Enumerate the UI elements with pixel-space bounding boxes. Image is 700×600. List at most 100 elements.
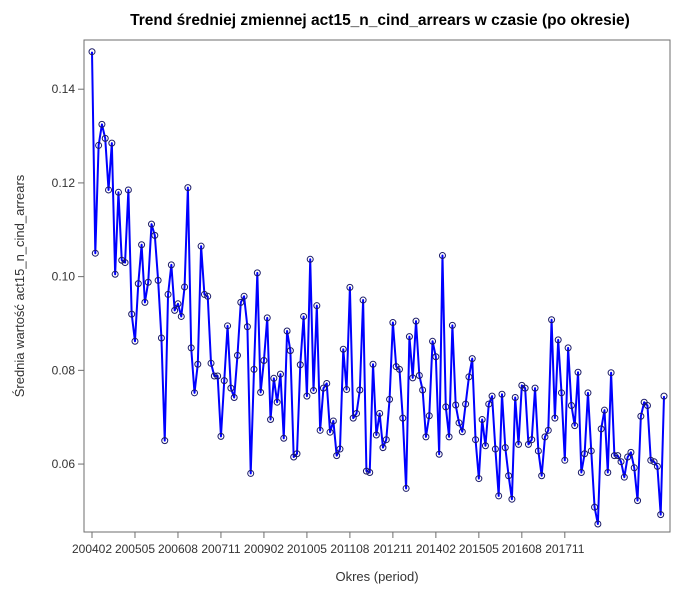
data-point xyxy=(161,437,169,445)
data-point xyxy=(230,394,238,402)
data-point xyxy=(257,388,265,396)
data-point xyxy=(594,520,602,528)
y-tick-label: 0.08 xyxy=(52,363,76,377)
data-point xyxy=(551,414,559,422)
data-point xyxy=(336,445,344,453)
data-point xyxy=(597,425,605,433)
data-point xyxy=(313,302,321,310)
data-point xyxy=(508,495,516,503)
data-point xyxy=(548,316,556,324)
data-point xyxy=(379,444,387,452)
plot-frame xyxy=(83,39,671,533)
data-point xyxy=(339,345,347,353)
data-point xyxy=(369,360,377,368)
data-point xyxy=(515,440,523,448)
data-point xyxy=(587,447,595,455)
x-tick-label: 201505 xyxy=(459,542,499,556)
data-point xyxy=(174,300,182,308)
data-point xyxy=(224,322,232,330)
data-point xyxy=(412,317,420,325)
data-point xyxy=(141,298,149,306)
data-point xyxy=(286,347,294,355)
data-point xyxy=(247,469,255,477)
data-point xyxy=(214,372,222,380)
data-point xyxy=(505,472,513,480)
data-point xyxy=(630,464,638,472)
data-point xyxy=(465,373,473,381)
data-point xyxy=(326,428,334,436)
data-point xyxy=(637,412,645,420)
series-line xyxy=(91,51,665,526)
data-point xyxy=(253,269,261,277)
data-point xyxy=(296,361,304,369)
data-point xyxy=(422,433,430,441)
data-point xyxy=(111,270,119,278)
data-point xyxy=(316,426,324,434)
x-tick-label: 200608 xyxy=(158,542,198,556)
data-point xyxy=(233,351,241,359)
data-point xyxy=(243,323,251,331)
data-point xyxy=(184,184,192,192)
data-point xyxy=(177,312,185,320)
data-point xyxy=(376,409,384,417)
data-point xyxy=(647,456,655,464)
data-point xyxy=(567,401,575,409)
data-point xyxy=(207,359,215,367)
data-point xyxy=(220,377,228,385)
x-tick-label: 201402 xyxy=(416,542,456,556)
data-point xyxy=(343,386,351,394)
data-point xyxy=(442,403,450,411)
y-tick-label: 0.06 xyxy=(52,457,76,471)
data-point xyxy=(306,255,314,263)
data-point xyxy=(650,458,658,466)
x-tick-label: 201211 xyxy=(373,542,412,556)
data-point xyxy=(134,280,142,288)
data-point xyxy=(346,283,354,291)
data-point xyxy=(584,389,592,397)
chart-title: Trend średniej zmiennej act15_n_cind_arr… xyxy=(130,12,630,29)
x-tick-label: 201108 xyxy=(330,542,369,556)
data-point xyxy=(541,433,549,441)
data-point xyxy=(402,484,410,492)
x-axis: 200402 200505 200608 200711 200902 201005 2011… xyxy=(72,532,585,556)
y-axis-title: Średnia wartość act15_n_cind_arrears xyxy=(12,174,27,397)
data-point xyxy=(171,306,179,314)
data-point xyxy=(600,406,608,414)
data-point xyxy=(524,440,532,448)
data-point xyxy=(455,419,463,427)
data-point xyxy=(187,344,195,352)
y-tick-label: 0.14 xyxy=(52,82,76,96)
data-point xyxy=(531,384,539,392)
data-point xyxy=(181,283,189,291)
data-point xyxy=(571,422,579,430)
data-point xyxy=(366,468,374,476)
data-point xyxy=(501,444,509,452)
data-point xyxy=(558,389,565,397)
data-point xyxy=(478,416,486,424)
data-point xyxy=(538,472,546,480)
data-point xyxy=(415,372,423,379)
data-point xyxy=(108,139,116,147)
data-point xyxy=(452,401,460,409)
data-point xyxy=(131,337,139,345)
data-point xyxy=(154,276,162,284)
x-tick-label: 201608 xyxy=(502,542,542,556)
data-point xyxy=(151,231,159,239)
data-point xyxy=(273,398,281,406)
data-point xyxy=(399,414,407,422)
data-point xyxy=(362,467,370,475)
data-point xyxy=(564,344,572,352)
data-point xyxy=(386,395,394,403)
data-point xyxy=(349,414,357,422)
data-point xyxy=(425,412,433,420)
data-point xyxy=(395,365,403,373)
data-point xyxy=(280,434,288,442)
data-point xyxy=(263,314,271,322)
data-point xyxy=(620,473,628,481)
data-point xyxy=(581,450,589,458)
data-point xyxy=(194,360,202,368)
data-point xyxy=(653,462,661,470)
data-point xyxy=(98,120,106,128)
data-point xyxy=(303,392,311,400)
data-point xyxy=(310,386,318,394)
